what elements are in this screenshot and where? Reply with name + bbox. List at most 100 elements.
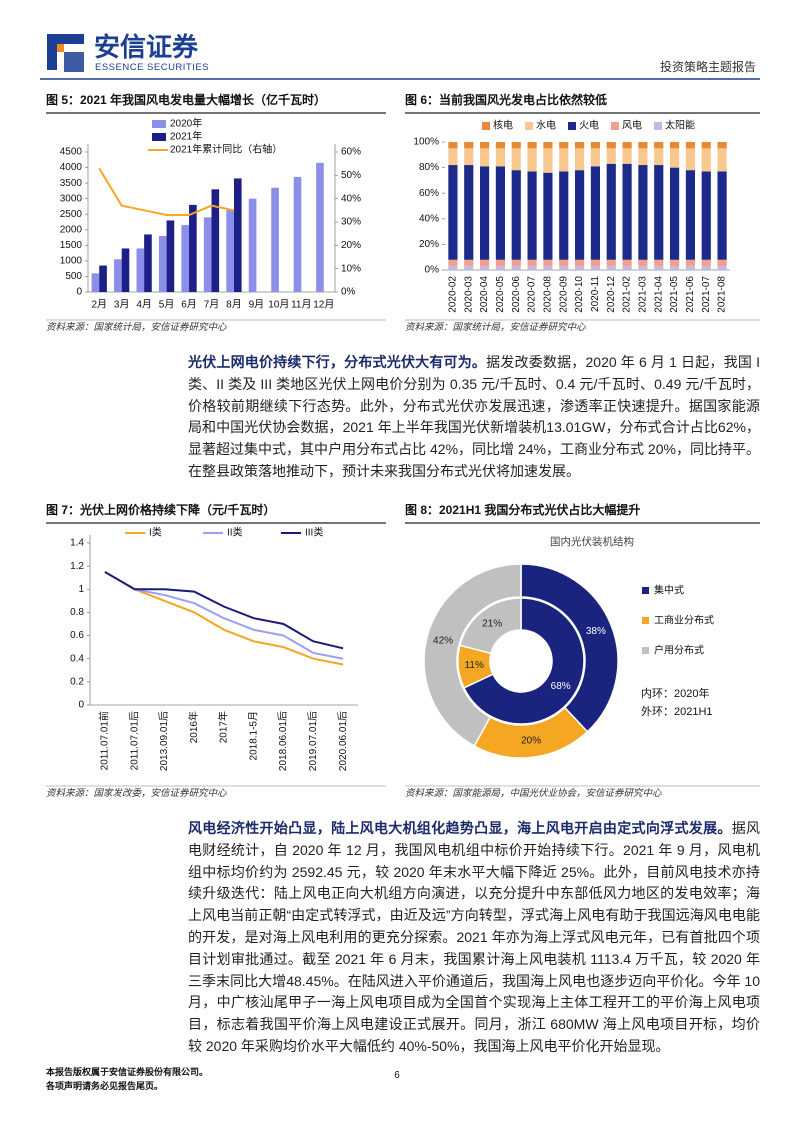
bar-segment — [479, 142, 490, 149]
legend-swatch — [152, 120, 166, 128]
bar-segment — [464, 266, 474, 270]
x-tick-label: 2020-06 — [511, 276, 522, 313]
bar-segment — [511, 142, 521, 149]
y-tick-label: 0 — [78, 700, 84, 711]
bar-segment — [717, 266, 727, 270]
paragraph-lead: 光伏上网电价持续下行，分布式光伏大有可为。 — [188, 354, 487, 370]
bar-segment — [527, 171, 537, 260]
bar-segment — [448, 266, 458, 270]
logo-icon — [57, 44, 64, 52]
bar — [248, 198, 257, 292]
x-tick-label: 2017年 — [217, 711, 230, 743]
y2-tick-label: 30% — [341, 217, 361, 228]
bar-segment — [717, 171, 727, 260]
bar-segment — [654, 266, 664, 270]
bar-segment — [717, 259, 727, 267]
legend-swatch — [611, 122, 619, 130]
y-tick-label: 3500 — [60, 178, 83, 189]
x-tick-label: 3月 — [114, 299, 130, 311]
legend-label: 2021年 — [170, 130, 202, 143]
x-tick-label: 9月 — [249, 299, 265, 311]
bar-segment — [590, 148, 601, 167]
page-number: 6 — [394, 1070, 400, 1081]
legend-label: 2020年 — [170, 117, 202, 130]
x-tick-label: 2021-04 — [653, 276, 664, 313]
bar-segment — [511, 170, 521, 260]
bar-segment — [495, 266, 506, 270]
bar-segment — [495, 259, 506, 267]
bar — [99, 265, 107, 292]
bar-segment — [685, 142, 696, 149]
y-tick-label: 0.6 — [70, 630, 84, 641]
bar-segment — [606, 148, 616, 164]
bar-segment — [479, 166, 490, 260]
y-tick-label: 1000 — [60, 256, 83, 267]
x-tick-label: 12月 — [313, 299, 334, 311]
donut-segment — [423, 563, 522, 748]
y-tick-label: 60% — [419, 188, 439, 199]
figure-title: 图 8：2021H1 我国分布式光伏占比大幅提升 — [405, 502, 640, 517]
bar — [203, 217, 212, 292]
bar-segment — [559, 142, 569, 149]
bar-segment — [495, 142, 506, 149]
legend-label: 水电 — [536, 119, 556, 132]
bar-segment — [622, 259, 632, 267]
x-tick-label: 4月 — [136, 299, 152, 311]
x-tick-label: 2021-08 — [717, 276, 728, 313]
x-tick-label: 2020-07 — [527, 276, 538, 313]
x-tick-label: 2020-12 — [606, 276, 617, 313]
bar-segment — [543, 142, 553, 149]
bar-segment — [464, 142, 474, 149]
legend-label: 集中式 — [654, 584, 684, 597]
logo-subtext: ESSENCE SECURITIES — [95, 62, 209, 73]
bar-segment — [464, 259, 474, 267]
bar-segment — [574, 142, 585, 149]
data-label: 68% — [551, 681, 571, 692]
x-tick-label: 2021-02 — [622, 276, 633, 313]
bar-segment — [590, 142, 601, 149]
bar-segment — [685, 266, 696, 270]
y-tick-label: 4000 — [60, 162, 83, 173]
legend-swatch — [654, 122, 662, 130]
x-tick-label: 10月 — [268, 299, 289, 311]
y-tick-label: 0% — [425, 265, 440, 276]
y2-tick-label: 40% — [341, 193, 361, 204]
data-label: 42% — [433, 636, 453, 647]
legend-label: 核电 — [493, 119, 513, 132]
legend-label: II类 — [227, 526, 243, 539]
bar-segment — [622, 266, 632, 270]
figure-title: 图 6：当前我国风光发电占比依然较低 — [405, 92, 607, 107]
chart-subtitle: 国内光伏装机结构 — [550, 535, 634, 548]
bar-segment — [495, 148, 506, 167]
bar-segment — [638, 142, 648, 149]
bar-segment — [622, 163, 632, 260]
bar-segment — [606, 163, 616, 260]
bar-segment — [606, 259, 616, 267]
donut-segment — [520, 563, 619, 733]
x-tick-label: 2020-05 — [495, 276, 506, 313]
y-tick-label: 0 — [76, 287, 82, 298]
logo-icon — [64, 52, 84, 72]
bar-segment — [590, 266, 601, 270]
y-tick-label: 1 — [78, 584, 84, 595]
bar-segment — [654, 165, 664, 260]
bar-segment — [448, 148, 458, 166]
logo-text: 安信证券 — [94, 32, 199, 62]
y-tick-label: 0.4 — [70, 653, 84, 664]
legend-swatch — [152, 133, 166, 141]
legend-label: I类 — [149, 526, 162, 539]
bar-segment — [717, 142, 727, 149]
bar — [114, 259, 122, 292]
bar-segment — [559, 259, 569, 267]
data-label: 38% — [586, 626, 606, 637]
bar-segment — [479, 148, 490, 167]
x-tick-label: 11月 — [291, 299, 311, 311]
bar-segment — [685, 148, 696, 171]
bar-segment — [685, 170, 696, 260]
x-tick-label: 7月 — [204, 299, 220, 311]
y-tick-label: 40% — [419, 213, 439, 224]
bar-segment — [606, 266, 616, 270]
y-tick-label: 4500 — [60, 147, 83, 158]
bar-segment — [543, 172, 553, 260]
